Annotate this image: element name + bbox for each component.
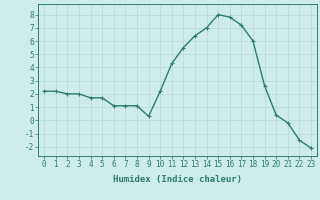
X-axis label: Humidex (Indice chaleur): Humidex (Indice chaleur) (113, 175, 242, 184)
